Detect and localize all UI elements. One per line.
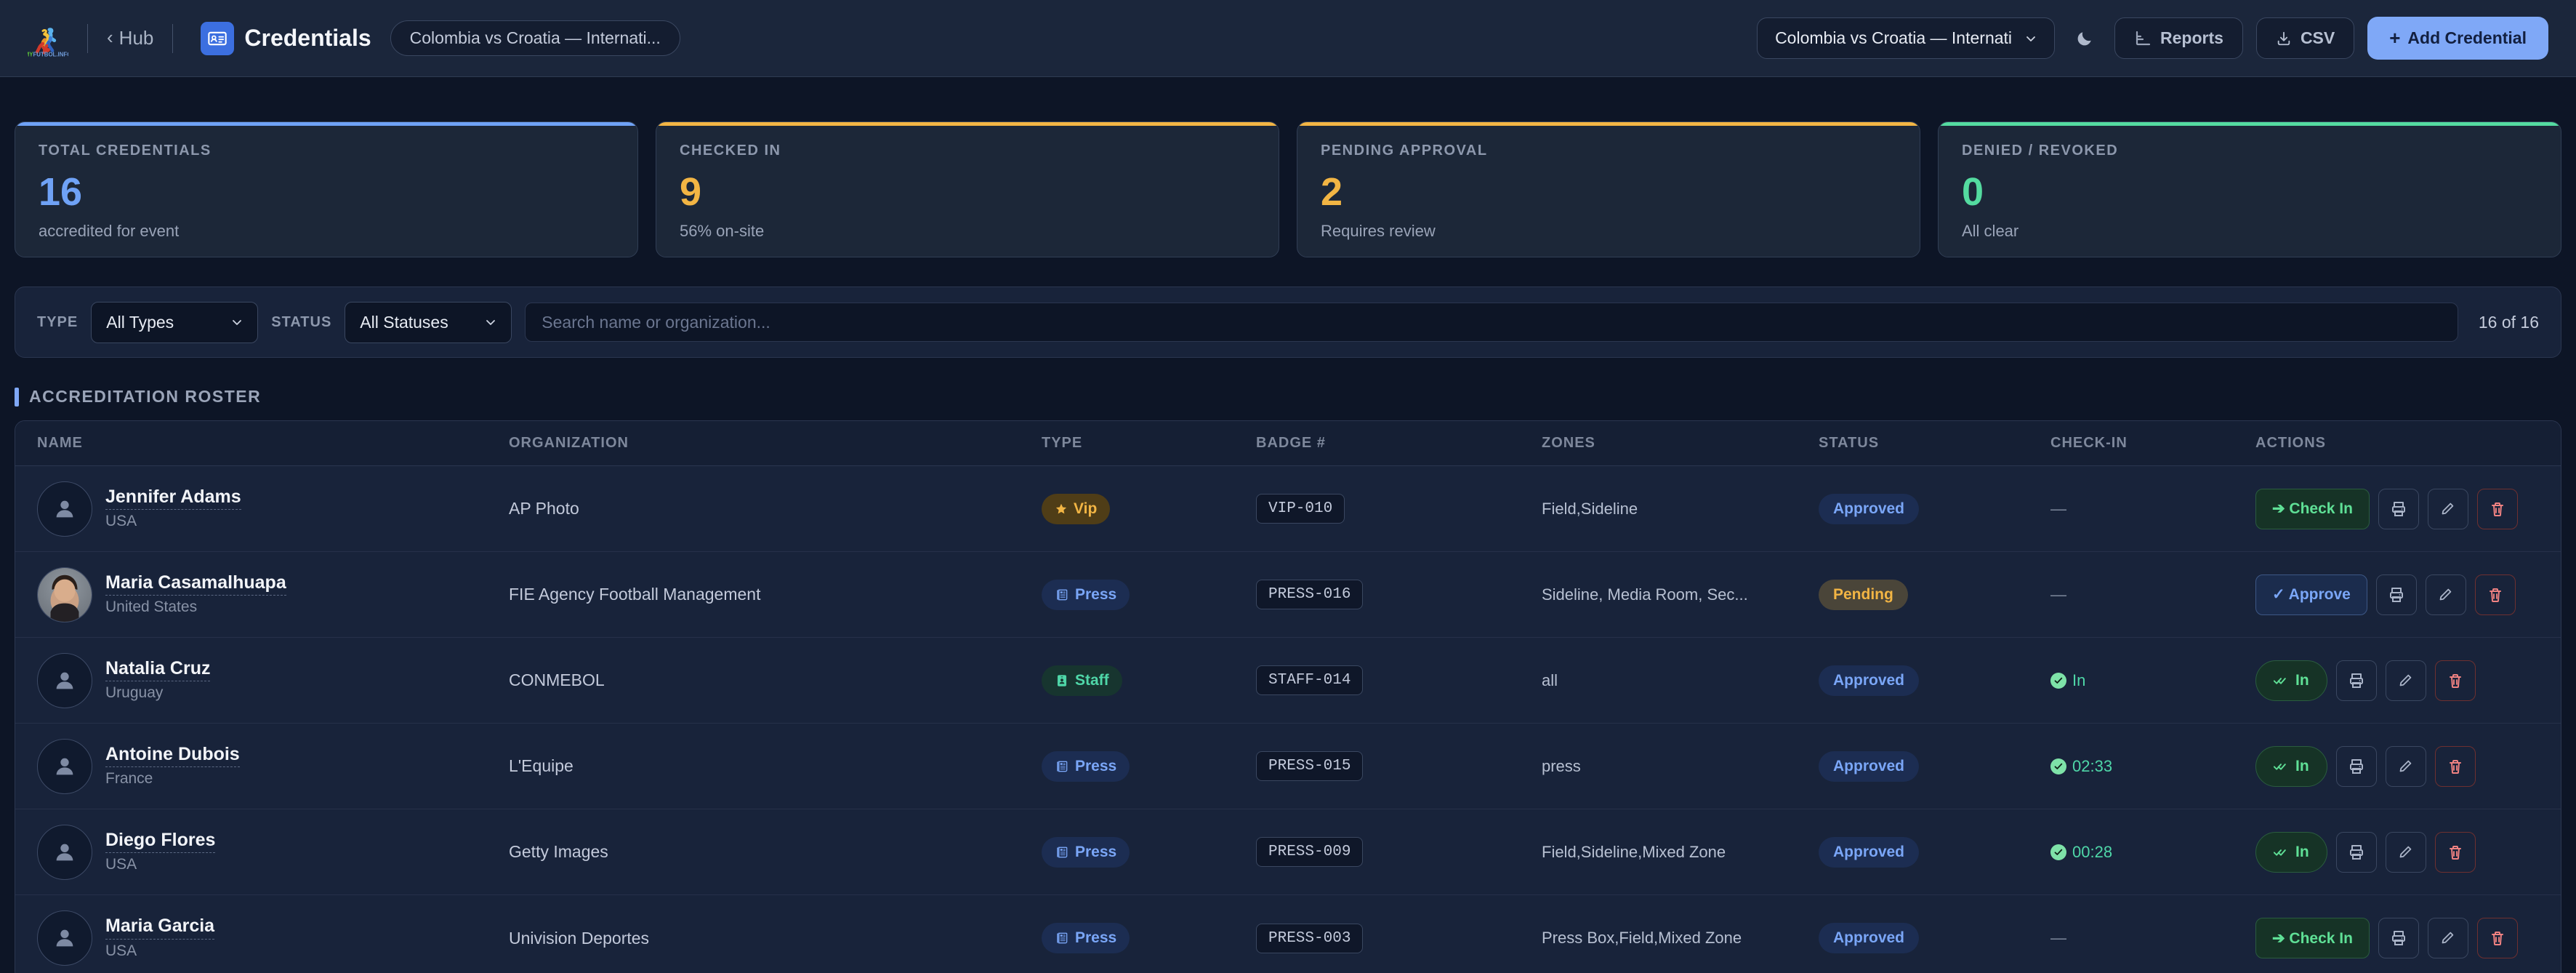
svg-text:MYFUTBOL.INFO: MYFUTBOL.INFO: [28, 51, 68, 57]
